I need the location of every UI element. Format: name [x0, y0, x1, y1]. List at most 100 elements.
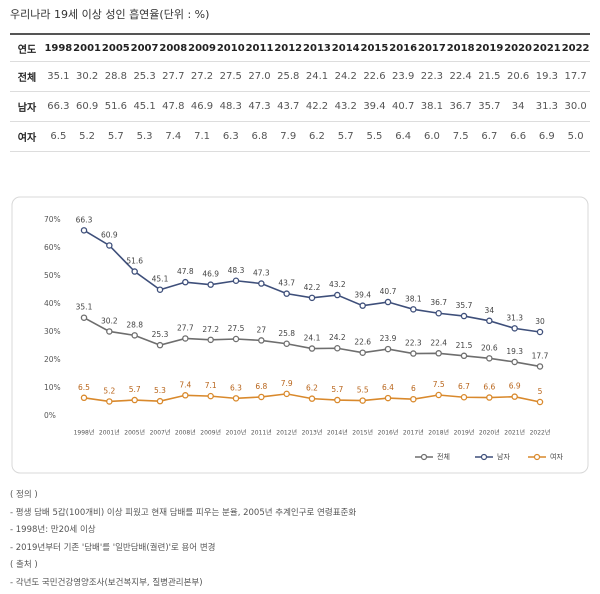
table-row: 여자 6.5 5.2 5.7 5.3 7.4 7.1 6.3 6.8 7.9 6.2 5.7 5.5 6.…: [10, 121, 590, 152]
table-cell: 7.9: [273, 121, 303, 152]
data-point: [106, 398, 113, 405]
table-cell: 20.6: [503, 61, 533, 92]
data-label: 6.9: [509, 382, 521, 391]
data-point: [106, 242, 113, 249]
x-tick-label: 2016년: [378, 429, 399, 437]
data-label: 51.6: [126, 257, 143, 266]
data-point: [258, 280, 265, 287]
table-cell: 전체: [10, 61, 44, 92]
data-point: [460, 312, 468, 320]
table-cell: 21.5: [475, 61, 504, 92]
table-cell: 6.8: [245, 121, 274, 152]
table-cell: 28.8: [101, 61, 131, 92]
table-cell: 연도: [10, 33, 44, 62]
table-cell: 45.1: [130, 91, 159, 122]
data-label: 25.3: [152, 330, 169, 339]
data-label: 25.8: [278, 329, 295, 338]
x-tick-label: 2009년: [200, 429, 221, 437]
y-tick-label: 50%: [44, 271, 61, 280]
data-point: [232, 395, 240, 402]
data-label: 23.9: [380, 334, 397, 343]
table-cell: 43.7: [273, 91, 303, 122]
table-cell: 2001: [72, 33, 102, 62]
data-point: [435, 350, 442, 357]
x-tick-label: 2021년: [504, 429, 525, 437]
data-label: 5.2: [103, 386, 115, 395]
chart-frame: [11, 196, 589, 474]
data-label: 7.4: [179, 380, 191, 389]
table-cell: 2013: [302, 33, 332, 62]
data-point: [536, 363, 544, 370]
data-label: 42.2: [304, 283, 321, 292]
data-point: [435, 309, 442, 317]
data-label: 27.5: [228, 324, 245, 333]
data-point: [80, 314, 88, 321]
table-cell: 1998: [44, 33, 73, 62]
table-cell: 6.9: [532, 121, 562, 152]
table-cell: 47.8: [158, 91, 188, 122]
table-row: 연도 1998 2001 2005 2007 2008 2009 2010 2011 2012 20…: [10, 33, 590, 62]
data-label: 5.7: [129, 385, 141, 394]
data-label: 20.6: [481, 343, 498, 352]
table-cell: 2010: [216, 33, 246, 62]
legend-label: 전체: [437, 452, 450, 461]
data-label: 27.7: [177, 323, 194, 332]
table-cell: 2007: [130, 33, 159, 62]
table-cell: 43.2: [331, 91, 361, 122]
data-label: 27: [257, 325, 267, 334]
data-point: [460, 393, 468, 401]
table-cell: 30.2: [72, 61, 102, 92]
data-label: 6.7: [458, 382, 470, 391]
data-label: 60.9: [101, 230, 118, 239]
table-cell: 27.0: [245, 61, 274, 92]
data-table: 연도 1998 2001 2005 2007 2008 2009 2010 2011 2012 20…: [10, 33, 590, 152]
data-label: 7.9: [281, 379, 293, 388]
data-label: 34: [485, 306, 495, 315]
x-tick-label: 2014년: [327, 429, 348, 437]
table-cell: 35.7: [475, 91, 504, 122]
data-label: 28.8: [126, 320, 143, 329]
data-point: [334, 291, 341, 299]
legend-label: 남자: [497, 452, 510, 461]
x-tick-label: 2019년: [454, 429, 475, 437]
data-point: [384, 394, 392, 402]
data-point: [410, 350, 417, 357]
data-point: [359, 349, 366, 356]
data-label: 38.1: [405, 294, 422, 303]
notes: ( 정의 ) - 평생 담배 5갑(100개비) 이상 피웠고 현재 담배를 피우…: [10, 487, 356, 592]
note-line: - 평생 담배 5갑(100개비) 이상 피웠고 현재 담배를 피우는 분율, …: [10, 507, 357, 518]
data-point: [131, 332, 138, 339]
x-tick-label: 2017년: [403, 429, 424, 437]
note-line: ( 출처 ): [10, 560, 38, 570]
table-cell: 60.9: [72, 91, 102, 122]
table-cell: 22.3: [417, 61, 447, 92]
data-label: 43.2: [329, 280, 346, 289]
table-cell: 5.3: [130, 121, 159, 152]
data-label: 6.6: [483, 383, 495, 392]
x-tick-label: 1998년: [74, 429, 95, 437]
data-label: 39.4: [354, 291, 371, 300]
x-tick-label: 2022년: [530, 429, 551, 437]
data-label: 6.5: [78, 383, 90, 392]
data-label: 66.3: [76, 215, 93, 224]
x-tick-label: 2005년: [124, 429, 145, 437]
data-point: [384, 345, 392, 353]
x-tick-label: 2020년: [479, 429, 500, 437]
data-point: [410, 306, 417, 313]
data-label: 45.1: [152, 275, 169, 284]
data-point: [131, 396, 138, 404]
table-cell: 7.5: [446, 121, 476, 152]
data-point: [359, 397, 366, 404]
data-label: 43.7: [278, 279, 295, 288]
y-tick-label: 30%: [44, 327, 61, 336]
table-cell: 2014: [331, 33, 361, 62]
table-cell: 2008: [158, 33, 188, 62]
data-label: 19.3: [506, 347, 523, 356]
table-cell: 6.6: [503, 121, 533, 152]
y-tick-label: 60%: [44, 243, 61, 252]
data-point: [511, 393, 518, 400]
data-point: [511, 358, 518, 366]
table-cell: 5.7: [101, 121, 131, 152]
table-cell: 22.6: [360, 61, 389, 92]
x-tick-label: 2011년: [251, 429, 272, 437]
